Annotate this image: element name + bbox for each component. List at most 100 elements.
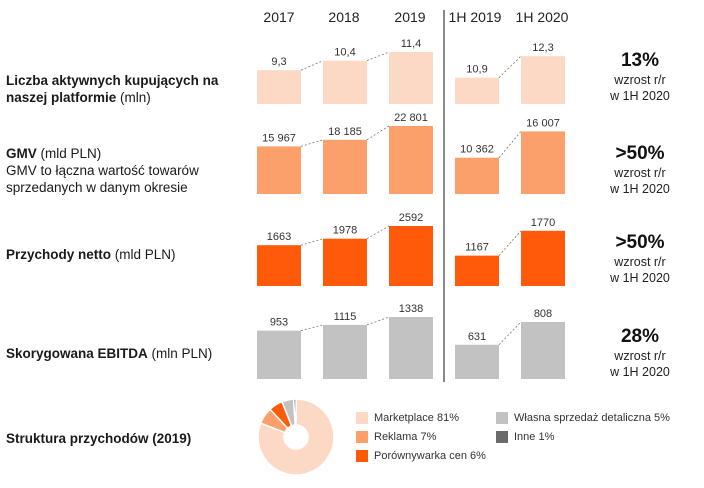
bar-ebitda-0 (257, 330, 301, 379)
summary-ebitda: 28% wzrost r/r w 1H 2020 (590, 326, 690, 380)
legend-marketplace: Marketplace 81% (356, 412, 459, 424)
connector-ebitda-3-4 (498, 321, 522, 346)
connector-ebitda-0-1 (300, 324, 324, 332)
bar-label-revenue-2: 2592 (399, 212, 423, 224)
summary-gmv: >50% wzrost r/r w 1H 2020 (590, 143, 690, 197)
legend-swatch-reklama (356, 431, 368, 443)
bar-label-ebitda-2: 1338 (399, 303, 423, 315)
connector-buyers-1-2 (366, 51, 390, 62)
bar-label-gmv-0: 15 967 (262, 132, 296, 144)
year-header-2019: 2019 (394, 9, 426, 25)
legend-wlasna-sprzedaz: Własna sprzedaż detaliczna 5% (496, 412, 670, 424)
row-title-buyers: Liczba aktywnych kupujących na naszej pl… (6, 73, 219, 105)
bar-label-ebitda-1: 1115 (334, 311, 357, 323)
bar-label-gmv-3: 10 362 (460, 144, 494, 156)
row-label-gmv: GMV (mld PLN) GMV to łączna wartość towa… (6, 145, 246, 196)
row-subtitle-gmv: GMV to łączna wartość towarów sprzedanyc… (6, 163, 199, 195)
legend-swatch-inne (496, 431, 508, 443)
bar-label-gmv-2: 22 801 (394, 112, 428, 124)
row-title-revenue: Przychody netto (6, 247, 112, 262)
row-unit-revenue: (mld PLN) (114, 247, 176, 262)
summary-line1-gmv: wzrost r/r (614, 166, 666, 180)
bar-buyers-1 (323, 60, 367, 104)
legend-swatch-marketplace (356, 412, 368, 424)
bar-gmv-0 (257, 146, 301, 194)
bar-buyers-2 (389, 52, 433, 104)
year-header-1h2020: 1H 2020 (515, 9, 569, 25)
bar-label-revenue-3: 1167 (465, 242, 489, 254)
bar-revenue-4 (521, 230, 565, 286)
row-unit-buyers: (mln) (120, 90, 151, 105)
bar-revenue-2 (389, 226, 433, 286)
row-title-revenue-structure: Struktura przychodów (2019) (6, 431, 192, 446)
connector-gmv-3-4 (498, 131, 522, 158)
bar-label-buyers-4: 12,3 (532, 42, 553, 54)
legend-swatch-porownywarka (356, 450, 368, 462)
row-label-buyers: Liczba aktywnych kupujących na naszej pl… (6, 72, 246, 106)
bar-label-gmv-1: 18 185 (328, 126, 362, 138)
bar-label-buyers-2: 11,4 (401, 38, 422, 50)
row-unit-ebitda: (mln PLN) (151, 346, 213, 361)
bar-ebitda-3 (455, 344, 499, 379)
legend-inne: Inne 1% (496, 431, 554, 443)
row-label-revenue-structure: Struktura przychodów (2019) (6, 430, 246, 447)
bar-label-revenue-1: 1978 (333, 225, 357, 237)
period-divider (443, 10, 445, 382)
summary-line2-gmv: w 1H 2020 (610, 182, 670, 196)
summary-revenue: >50% wzrost r/r w 1H 2020 (590, 232, 690, 286)
legend-label-porownywarka: Porównywarka cen 6% (374, 450, 486, 462)
connector-revenue-1-2 (366, 225, 390, 240)
legend-label-reklama: Reklama 7% (374, 431, 437, 443)
connector-buyers-0-1 (300, 60, 324, 71)
bar-label-buyers-0: 9,3 (271, 56, 286, 68)
bar-ebitda-2 (389, 317, 433, 379)
bar-label-revenue-0: 1663 (267, 231, 291, 243)
row-unit-gmv: (mld PLN) (40, 146, 102, 161)
legend-label-wlasna-sprzedaz: Własna sprzedaż detaliczna 5% (514, 412, 670, 424)
summary-line2-ebitda: w 1H 2020 (610, 365, 670, 379)
bar-gmv-1 (323, 139, 367, 194)
year-header-2017: 2017 (263, 9, 295, 25)
summary-line1-buyers: wzrost r/r (614, 73, 666, 87)
bar-label-gmv-4: 16 007 (526, 117, 560, 129)
legend-label-marketplace: Marketplace 81% (374, 412, 459, 424)
bar-revenue-3 (455, 255, 499, 286)
bar-label-ebitda-0: 953 (270, 317, 288, 329)
legend-reklama: Reklama 7% (356, 431, 436, 443)
bar-label-ebitda-4: 808 (534, 308, 552, 320)
bar-gmv-4 (521, 131, 565, 194)
bar-ebitda-4 (521, 321, 565, 379)
summary-line1-revenue: wzrost r/r (614, 255, 666, 269)
bar-label-ebitda-3: 631 (468, 331, 486, 343)
connector-gmv-1-2 (366, 125, 390, 141)
summary-line2-revenue: w 1H 2020 (610, 271, 670, 285)
bar-ebitda-1 (323, 324, 367, 379)
legend-label-inne: Inne 1% (514, 431, 555, 443)
summary-value-ebitda: 28% (620, 326, 660, 347)
bar-gmv-3 (455, 157, 499, 194)
bar-buyers-0 (257, 70, 301, 104)
summary-value-revenue: >50% (615, 232, 665, 253)
connector-gmv-0-1 (300, 139, 324, 147)
summary-line1-ebitda: wzrost r/r (614, 349, 666, 363)
bar-label-revenue-4: 1770 (531, 217, 555, 229)
year-header-2018: 2018 (328, 9, 360, 25)
row-label-revenue: Przychody netto (mld PLN) (6, 246, 246, 263)
bar-revenue-1 (323, 238, 367, 286)
connector-ebitda-1-2 (366, 316, 390, 326)
summary-line2-buyers: w 1H 2020 (610, 89, 670, 103)
summary-value-gmv: >50% (615, 143, 665, 164)
connector-revenue-3-4 (498, 230, 522, 256)
bar-buyers-3 (455, 77, 499, 104)
bar-label-buyers-3: 10,9 (466, 64, 487, 76)
legend-swatch-wlasna-sprzedaz (496, 412, 508, 424)
row-label-ebitda: Skorygowana EBITDA (mln PLN) (6, 345, 246, 362)
year-header-1h2019: 1H 2019 (448, 9, 502, 25)
bar-buyers-4 (521, 56, 565, 104)
bar-revenue-0 (257, 245, 301, 286)
row-title-ebitda: Skorygowana EBITDA (6, 346, 148, 361)
bar-label-buyers-1: 10,4 (334, 47, 355, 59)
legend-porownywarka: Porównywarka cen 6% (356, 450, 486, 462)
pie-slice-inne (292, 398, 297, 426)
